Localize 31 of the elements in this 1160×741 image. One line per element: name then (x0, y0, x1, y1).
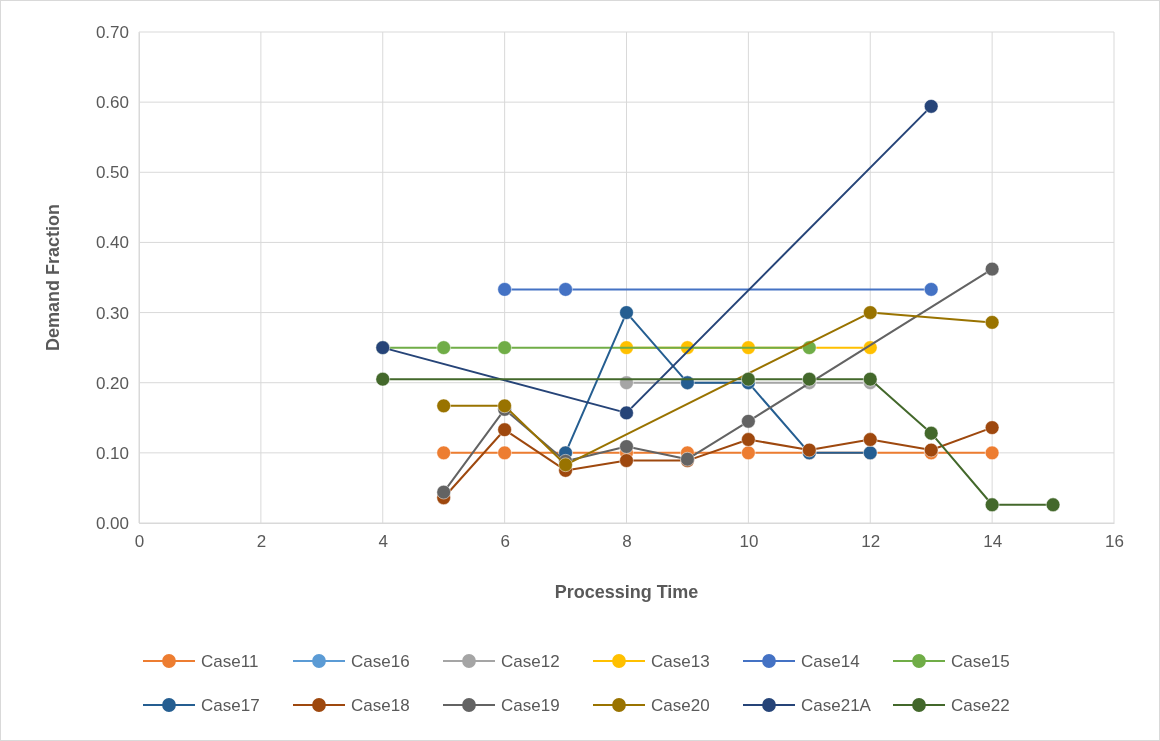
y-tick-label: 0.20 (95, 373, 129, 393)
x-tick-label: 10 (739, 532, 759, 552)
legend-label: Case15 (951, 652, 1010, 671)
x-tick-label: 6 (500, 532, 510, 552)
x-axis-title: Processing Time (554, 582, 699, 602)
y-axis-title: Demand Fraction (43, 203, 63, 352)
legend-label: Case17 (201, 696, 260, 715)
legend-label: Case11 (201, 652, 259, 671)
legend-label: Case22 (951, 696, 1010, 715)
x-tick-label: 14 (983, 532, 1003, 552)
legend-label: Case14 (801, 652, 860, 671)
y-tick-label: 0.60 (95, 93, 129, 113)
x-tick-label: 0 (134, 532, 145, 552)
x-tick-label: 2 (256, 532, 267, 552)
y-tick-label: 0.70 (95, 22, 129, 42)
legend-label: Case19 (501, 696, 560, 715)
y-tick-label: 0.00 (95, 513, 129, 533)
y-tick-label: 0.10 (95, 443, 129, 463)
x-tick-label: 8 (622, 532, 632, 552)
legend-label: Case12 (501, 652, 560, 671)
x-tick-label: 4 (378, 532, 388, 552)
legend-label: Case21A (801, 696, 872, 715)
y-tick-label: 0.30 (95, 303, 129, 323)
x-tick-label: 12 (861, 532, 881, 552)
y-tick-label: 0.40 (95, 233, 129, 253)
legend-label: Case16 (351, 652, 410, 671)
y-tick-label: 0.50 (95, 163, 129, 183)
legend-label: Case13 (651, 652, 710, 671)
x-tick-label: 16 (1105, 532, 1124, 552)
legend-label: Case20 (651, 696, 710, 715)
legend-label: Case18 (351, 696, 410, 715)
